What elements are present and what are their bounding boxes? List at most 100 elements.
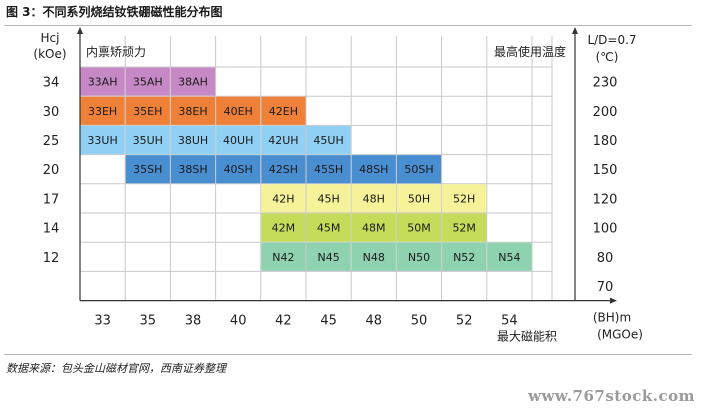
x-tick-label: 45 [320,314,337,329]
grade-cell [351,184,396,213]
grade-cell [80,67,125,96]
grade-cell [125,155,170,184]
right-axis-unit: (℃) [596,50,619,64]
grade-cell [170,155,216,184]
grade-cell [306,184,351,213]
grade-label: 35AH [133,76,163,89]
x-tick-label: 50 [411,314,428,329]
grade-label: 38SH [178,163,207,176]
x-tick-label: 35 [140,314,157,329]
x-tick-label: 42 [275,314,292,329]
x-tick-label: 52 [456,314,473,329]
grade-cell [170,67,216,96]
grade-label: 45H [317,192,339,205]
grade-label: 33UH [87,134,117,147]
grade-label: N45 [317,251,339,264]
grade-label: 45UH [313,134,343,147]
caption-intrinsic-coercivity: 内禀矫顽力 [86,44,146,59]
grade-cell [125,125,170,155]
y-axis-unit: (kOe) [33,47,66,61]
data-source-note: 数据来源：包头金山磁材官网，西南证券整理 [6,362,226,375]
grade-cell [487,242,532,271]
right-tick-label: 230 [593,76,618,91]
y-tick-label: 12 [43,251,60,266]
figure-title: 图 3：不同系列烧结钕铁硼磁性能分布图 [6,5,223,19]
y-axis-title: Hcj [41,31,60,45]
grade-cell [306,213,351,242]
grade-label: N50 [408,251,430,264]
grade-label: 33AH [88,76,118,89]
grade-label: 42SH [269,163,298,176]
grade-cell [125,67,170,96]
grade-cell [170,125,216,155]
grade-label: 45SH [314,163,343,176]
grade-label: 50M [407,222,431,235]
right-tick-label: 150 [593,163,618,178]
grade-label: 40EH [224,105,253,118]
grade-label: 40UH [223,134,253,147]
right-tick-label: 180 [593,134,618,149]
grade-label: N52 [453,251,475,264]
grade-cell [351,242,396,271]
x-tick-label: 38 [185,314,202,329]
right-tick-label: 200 [593,105,618,120]
grade-cell [306,242,351,271]
grade-label: 45M [317,222,341,235]
grade-cell [261,242,306,271]
grade-cell [306,125,351,155]
y-axis-arrow [77,27,83,34]
grade-label: N54 [498,251,520,264]
caption-max-temperature: 最高使用温度 [494,44,566,59]
grade-cell [80,125,125,155]
grade-cell [396,184,442,213]
grade-cell [261,125,306,155]
grade-label: 35UH [133,134,163,147]
grade-cell [261,96,306,125]
right-tick-label: 70 [597,280,614,295]
grade-label: 40SH [224,163,253,176]
x-axis-unit: (MGOe) [597,328,643,342]
grade-cell [351,155,396,184]
grade-cell [170,96,216,125]
axis-labels: Hcj (kOe) 34 30 25 20 17 14 12 L/D=0.7 (℃) 230 200 18… [33,31,642,344]
grade-cell [442,213,487,242]
grade-label: 42EH [269,105,298,118]
y-tick-label: 30 [43,105,60,120]
x-tick-label: 48 [366,314,383,329]
x-tick-label: 40 [230,314,247,329]
grade-cell [396,213,442,242]
bottom-rule [4,354,692,355]
grade-label: 52H [453,192,475,205]
grade-cell [396,242,442,271]
grade-cell [351,213,396,242]
grade-label: 35EH [133,105,162,118]
grade-label: 48H [363,192,385,205]
grade-label: 38EH [178,105,207,118]
grade-cell [261,213,306,242]
y-tick-label: 34 [43,76,60,91]
grade-label: N42 [272,251,294,264]
grade-cell [306,155,351,184]
grade-label: 42UH [268,134,298,147]
y-tick-label: 20 [43,163,60,178]
caption-max-energy-product: 最大磁能积 [497,329,557,344]
x-tick-label: 33 [94,314,111,329]
top-rule [4,25,692,26]
grade-label: 35SH [133,163,162,176]
grade-label: 42M [272,222,296,235]
grade-label: 38UH [178,134,208,147]
grade-label: 33EH [88,105,117,118]
grade-label: 38AH [178,76,208,89]
right-axis-title: L/D=0.7 [587,33,636,47]
grade-cell [216,96,261,125]
grade-cell [216,125,261,155]
x-tick-label: 54 [501,314,518,329]
grade-label: 50H [408,192,430,205]
grade-cell [261,155,306,184]
grade-label: 48M [362,222,386,235]
grade-cell [216,155,261,184]
grade-cell [261,184,306,213]
grade-label: 48SH [359,163,388,176]
axes [77,27,617,304]
